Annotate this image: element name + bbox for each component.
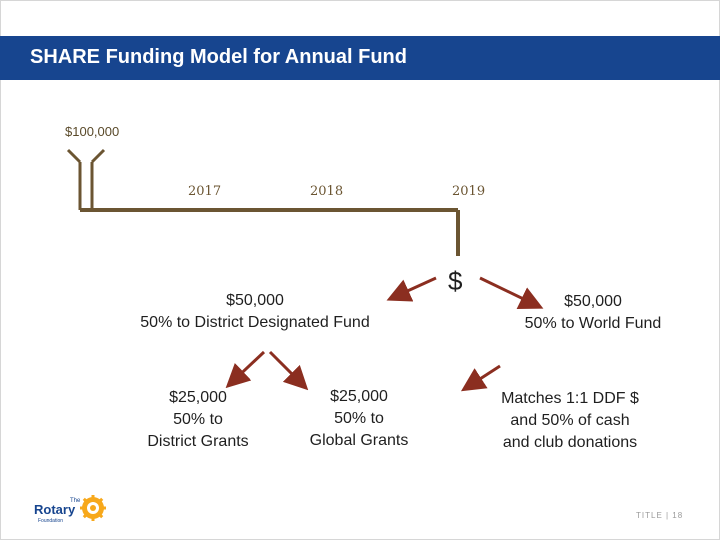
arrow-matching: [460, 364, 501, 392]
district-grants-amount: $25,000: [169, 389, 227, 406]
arrow-to-district-grants: [225, 350, 266, 389]
matches-line3: and club donations: [502, 434, 638, 451]
matches-line2: and 50% of cash: [510, 412, 630, 429]
world-fund-box: $50,000 50% to World Fund: [506, 291, 680, 335]
global-grants-box: $25,000 50% to Global Grants: [294, 386, 424, 452]
global-grants-line2: Global Grants: [309, 432, 409, 449]
logo-rotary: Rotary: [34, 502, 76, 517]
slide-footer: TITLE | 18: [636, 511, 684, 520]
matches-line1: Matches 1:1 DDF $: [501, 390, 639, 407]
arrow-to-world-fund: [479, 276, 544, 309]
logo-foundation: Foundation: [38, 518, 63, 524]
district-grants-box: $25,000 50% to District Grants: [130, 387, 266, 453]
district-grants-line1: 50% to: [173, 411, 223, 428]
rotary-foundation-logo: The Rotary Foundation: [34, 494, 114, 524]
matches-box: Matches 1:1 DDF $ and 50% of cash and cl…: [484, 388, 656, 454]
district-grants-line2: District Grants: [147, 433, 249, 450]
year-2019: 2019: [452, 184, 486, 199]
global-grants-amount: $25,000: [330, 388, 388, 405]
title-bar: SHARE Funding Model for Annual Fund: [0, 36, 720, 80]
rotary-wheel-icon: [80, 495, 106, 521]
funnel-line-right: [90, 148, 106, 164]
ddf-amount: $50,000: [226, 292, 284, 309]
dollar-symbol: $: [448, 266, 463, 296]
world-fund-amount: $50,000: [564, 293, 622, 310]
ddf-box: $50,000 50% to District Designated Fund: [120, 290, 390, 334]
ddf-label: 50% to District Designated Fund: [140, 314, 370, 331]
world-fund-label: 50% to World Fund: [524, 315, 662, 332]
year-2018: 2018: [310, 184, 344, 199]
year-2017: 2017: [188, 184, 222, 199]
total-amount: $100,000: [65, 124, 120, 139]
slide-title: SHARE Funding Model for Annual Fund: [30, 46, 407, 68]
arrow-to-ddf: [386, 276, 437, 302]
funnel-line-left: [66, 148, 82, 164]
logo-the: The: [70, 498, 81, 504]
global-grants-line1: 50% to: [334, 410, 384, 427]
arrow-to-global-grants: [268, 350, 309, 391]
